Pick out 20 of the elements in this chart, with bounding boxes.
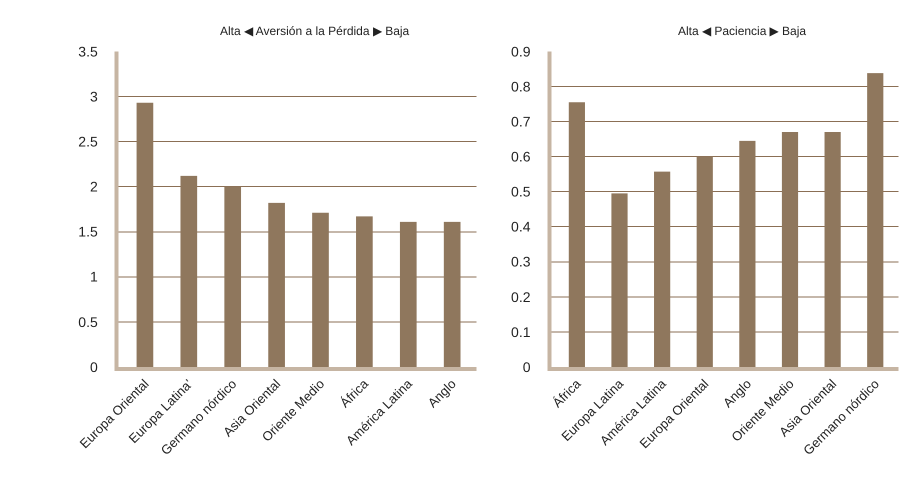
y-tick-label: 3 (90, 88, 98, 104)
y-tick-label: 0.6 (511, 148, 531, 165)
chart-title: Alta ◀ Paciencia ▶ Baja (678, 24, 806, 38)
y-tick-label: 0.3 (511, 254, 531, 270)
y-tick-label: 2.5 (78, 133, 98, 150)
y-tick-label: 1.5 (78, 224, 98, 240)
y-tick-label: 0 (90, 358, 98, 375)
y-tick-label: 0.5 (511, 184, 531, 200)
y-tick-label: 0.1 (511, 324, 531, 340)
y-tick-label: 2 (90, 178, 98, 195)
y-tick-label: 1 (90, 268, 98, 285)
y-tick-label: 0.4 (511, 218, 531, 235)
y-tick-label: 0.2 (511, 288, 531, 305)
chart-title: Alta ◀ Aversión a la Pérdida ▶ Baja (220, 24, 410, 38)
y-tick-label: 0 (522, 358, 531, 375)
y-tick-label: 0.5 (78, 314, 98, 330)
y-tick-label: 0.9 (511, 43, 531, 60)
y-tick-label: 3.5 (78, 43, 98, 60)
y-tick-label: 0.7 (511, 113, 531, 130)
y-tick-label: 0.8 (511, 78, 531, 94)
